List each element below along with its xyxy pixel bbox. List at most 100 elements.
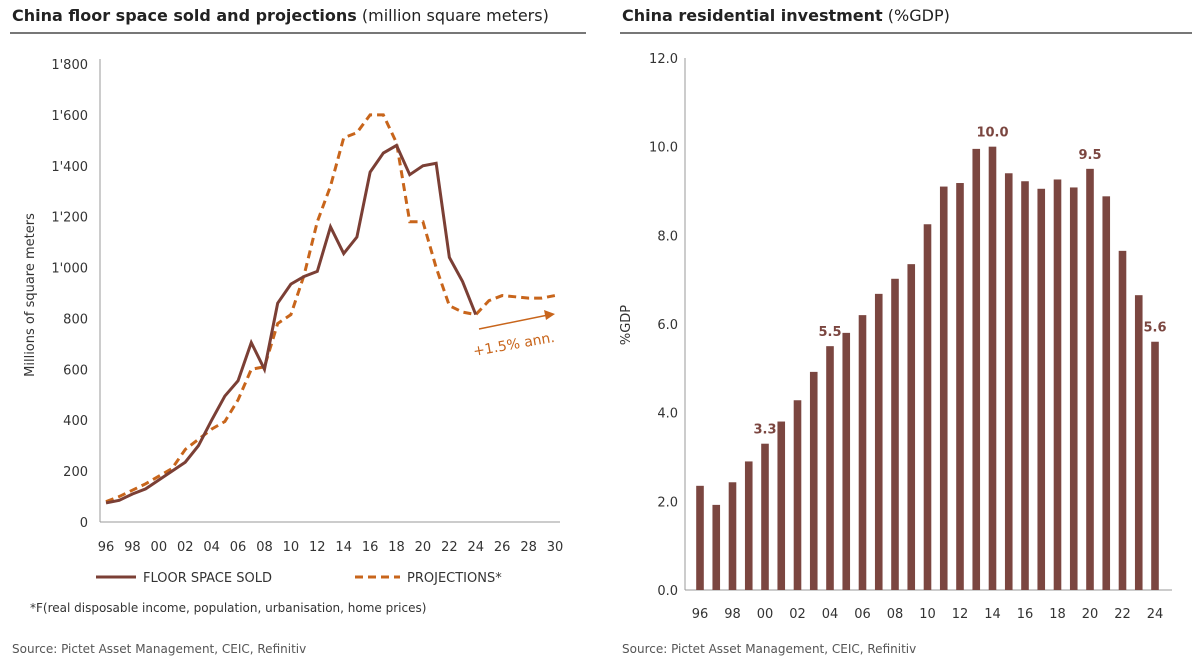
right-chart-title: China residential investment (%GDP) (622, 6, 950, 25)
y-tick-label: 2.0 (657, 495, 678, 510)
x-tick-label: 28 (520, 540, 537, 555)
bar (988, 146, 997, 590)
footnote: *F(real disposable income, population, u… (30, 601, 427, 615)
bar (712, 504, 721, 590)
y-axis-label: Millions of square meters (23, 213, 38, 377)
x-tick-label: 04 (203, 540, 220, 555)
y-tick-label: 600 (63, 363, 88, 378)
y-tick-label: 8.0 (657, 229, 678, 244)
x-tick-label: 08 (256, 540, 273, 555)
bar (728, 482, 737, 590)
y-tick-label: 4.0 (657, 407, 678, 422)
x-tick-label: 10 (919, 607, 936, 622)
bar (1134, 295, 1143, 590)
bar (1004, 173, 1013, 590)
y-tick-label: 200 (63, 465, 88, 480)
x-tick-label: 06 (854, 607, 871, 622)
bar (939, 186, 948, 591)
y-tick-label: 1'600 (51, 109, 88, 124)
floor-space-sold-line (105, 143, 478, 505)
bar (744, 461, 753, 590)
y-tick-label: 1'400 (51, 160, 88, 175)
x-tick-label: 20 (1082, 607, 1099, 622)
x-tick-label: 02 (177, 540, 194, 555)
right-title-rule (620, 32, 1192, 34)
x-tick-label: 04 (822, 607, 839, 622)
x-tick-label: 14 (984, 607, 1001, 622)
bar-data-label: 5.5 (818, 325, 841, 340)
projections-line (105, 113, 556, 504)
bar (1069, 187, 1078, 590)
y-tick-label: 10.0 (649, 141, 678, 156)
bar (1053, 179, 1062, 590)
bar-data-label: 10.0 (976, 126, 1008, 141)
x-tick-label: 06 (230, 540, 247, 555)
y-tick-label: 6.0 (657, 318, 678, 333)
x-tick-label: 08 (887, 607, 904, 622)
bar-data-label: 9.5 (1078, 148, 1101, 163)
bar (826, 346, 834, 590)
y-tick-label: 1'200 (51, 211, 88, 226)
bar (891, 278, 899, 590)
x-tick-label: 96 (98, 540, 115, 555)
y-tick-label: 0 (80, 516, 88, 531)
x-tick-label: 18 (1049, 607, 1066, 622)
trend-arrowhead (544, 310, 555, 320)
y-tick-label: 0.0 (657, 584, 678, 599)
x-tick-label: 12 (952, 607, 969, 622)
y-tick-label: 12.0 (649, 52, 678, 67)
x-tick-label: 02 (789, 607, 806, 622)
bar (874, 293, 883, 590)
bar (858, 315, 867, 590)
x-tick-label: 16 (1017, 607, 1034, 622)
x-tick-label: 26 (494, 540, 511, 555)
x-tick-label: 00 (757, 607, 774, 622)
x-tick-label: 10 (283, 540, 300, 555)
x-tick-label: 12 (309, 540, 326, 555)
bar (907, 264, 916, 590)
bar (1037, 188, 1046, 591)
y-tick-label: 800 (63, 312, 88, 327)
bar (923, 224, 932, 590)
x-tick-label: 22 (441, 540, 458, 555)
bar (761, 443, 769, 590)
y-axis-label: %GDP (619, 305, 634, 345)
x-tick-label: 16 (362, 540, 379, 555)
x-tick-label: 20 (415, 540, 432, 555)
left-title-rule (10, 32, 586, 34)
bar (1118, 250, 1127, 590)
x-tick-label: 00 (151, 540, 168, 555)
x-tick-label: 30 (547, 540, 564, 555)
bar (956, 183, 964, 590)
x-tick-label: 22 (1114, 607, 1131, 622)
x-tick-label: 98 (724, 607, 741, 622)
bar (1102, 196, 1111, 590)
bar-data-label: 3.3 (753, 423, 776, 438)
trend-arrow (478, 314, 549, 330)
x-tick-label: 98 (124, 540, 141, 555)
legend-projections-label: PROJECTIONS* (407, 571, 502, 586)
bar (793, 400, 802, 590)
bar (842, 332, 851, 590)
bar (809, 371, 818, 590)
legend-sold-label: FLOOR SPACE SOLD (143, 571, 272, 586)
bar (1021, 181, 1029, 590)
x-tick-label: 14 (335, 540, 352, 555)
left-source: Source: Pictet Asset Management, CEIC, R… (12, 642, 307, 656)
x-tick-label: 96 (692, 607, 709, 622)
right-source: Source: Pictet Asset Management, CEIC, R… (622, 642, 917, 656)
left-chart-title: China floor space sold and projections (… (12, 6, 549, 25)
bar (696, 485, 704, 590)
bar (1151, 341, 1159, 590)
bar-data-label: 5.6 (1143, 321, 1166, 336)
x-tick-label: 18 (388, 540, 405, 555)
x-tick-label: 24 (1147, 607, 1164, 622)
y-tick-label: 1'800 (51, 58, 88, 73)
trend-annotation: +1.5% ann. (472, 330, 556, 360)
y-tick-label: 1'000 (51, 262, 88, 277)
x-tick-label: 24 (467, 540, 484, 555)
y-tick-label: 400 (63, 414, 88, 429)
bar (777, 421, 786, 590)
